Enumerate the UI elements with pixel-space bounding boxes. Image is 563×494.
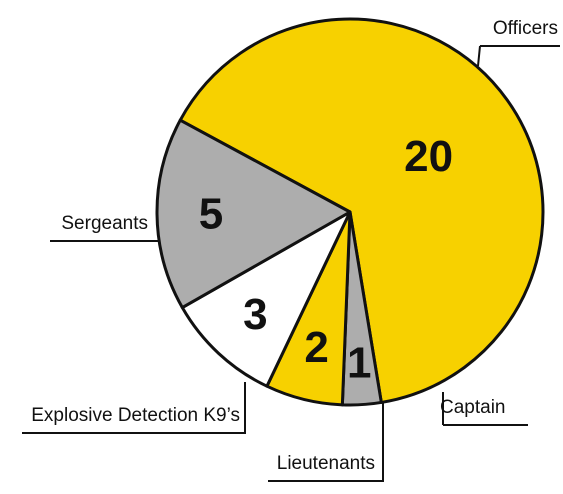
pie-slice [180, 210, 352, 388]
leader-line [442, 392, 528, 426]
leader-line [477, 45, 560, 67]
category-label: Sergeants [61, 213, 148, 234]
value-label: 20 [404, 132, 453, 181]
pie-slice [155, 118, 352, 310]
leader-line [22, 382, 246, 434]
category-label: Explosive Detection K9’s [31, 405, 240, 426]
value-label: 3 [243, 290, 267, 339]
value-label: 5 [199, 190, 223, 239]
value-label: 1 [347, 338, 371, 387]
category-label: Captain [440, 397, 506, 418]
category-label: Officers [493, 18, 558, 39]
leader-line [268, 402, 384, 482]
pie-slice [178, 17, 545, 404]
value-label: 2 [304, 323, 328, 372]
category-label: Lieutenants [277, 453, 375, 474]
